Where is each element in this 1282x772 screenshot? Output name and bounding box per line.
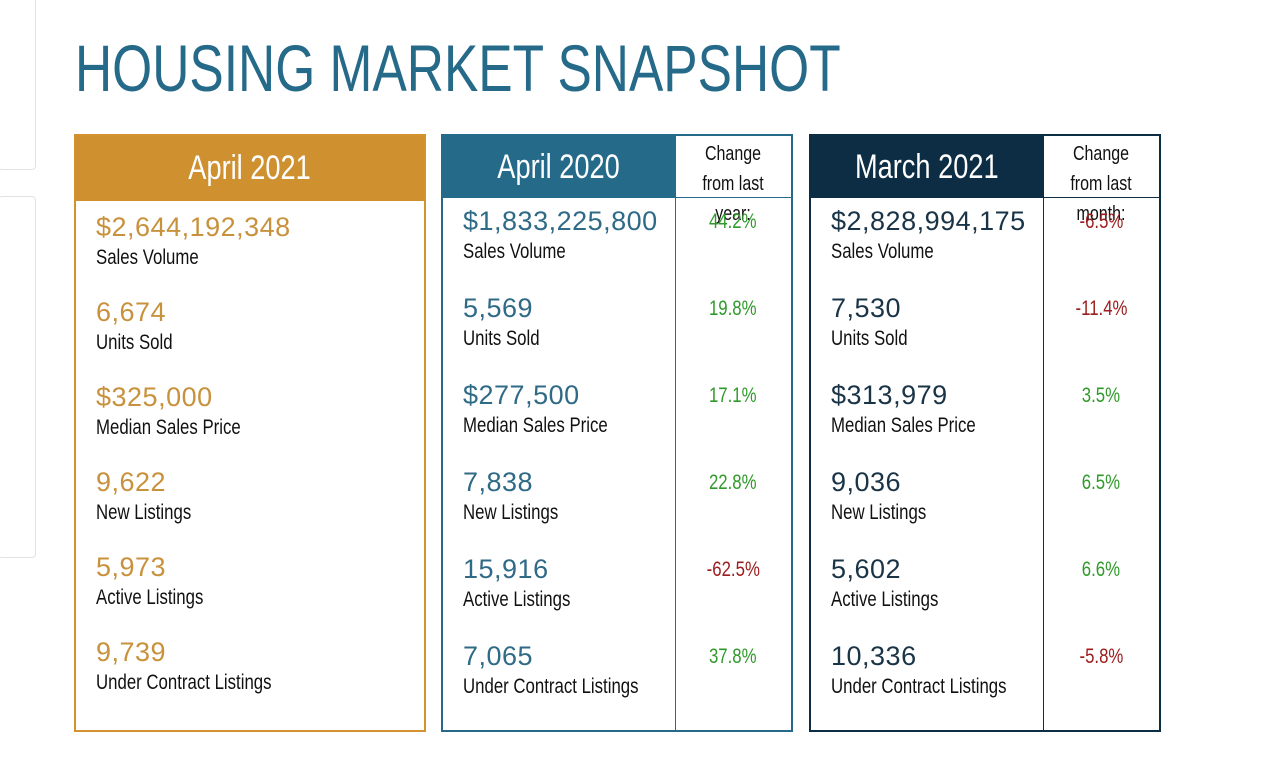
change-value-text: 3.5% — [1081, 384, 1121, 407]
panel-header-text: April 2021 — [188, 149, 312, 187]
metric-label-text: Under Contract Listings — [831, 675, 1007, 698]
change-value-text: -62.5% — [706, 558, 760, 581]
metric-label-text: Median Sales Price — [96, 416, 241, 439]
change-value: -5.8% — [1043, 645, 1159, 669]
metric-label-text: Units Sold — [831, 327, 908, 350]
change-value: 44.2% — [675, 210, 791, 234]
change-value-text: 17.1% — [709, 384, 757, 407]
change-value: 6.6% — [1043, 558, 1159, 582]
change-value: 22.8% — [675, 471, 791, 495]
metric-label-text: Under Contract Listings — [96, 671, 272, 694]
change-value: 17.1% — [675, 384, 791, 408]
page-title: HOUSING MARKET SNAPSHOT — [75, 31, 841, 105]
change-value-text: 6.5% — [1081, 471, 1121, 494]
metric-label: Active Listings — [463, 588, 597, 612]
panel-header-text: April 2020 — [497, 147, 621, 186]
change-value: -11.4% — [1043, 297, 1159, 321]
change-value: 6.5% — [1043, 471, 1159, 495]
metric-value: $2,644,192,348 — [96, 212, 291, 242]
metric-value: 6,674 — [96, 297, 167, 327]
change-value: 19.8% — [675, 297, 791, 321]
change-value-text: -11.4% — [1074, 297, 1127, 320]
panel: March 2021 Change from last month: $2,828,… — [809, 134, 1161, 732]
change-value-text: 6.6% — [1081, 558, 1121, 581]
metric-label: New Listings — [831, 501, 950, 525]
change-header-text: Change from last year: — [702, 143, 764, 225]
change-value: 3.5% — [1043, 384, 1159, 408]
metric-label: Median Sales Price — [831, 414, 1012, 438]
change-value: -62.5% — [675, 558, 791, 582]
metric-value: 5,973 — [96, 552, 167, 582]
metric-label: Units Sold — [463, 327, 559, 351]
metric-label-text: Sales Volume — [831, 240, 934, 263]
metric-label-text: Active Listings — [831, 588, 939, 611]
panel-header: April 2020 — [443, 136, 675, 198]
panel-header-text: March 2021 — [855, 147, 999, 186]
change-value-text: 44.2% — [709, 210, 757, 233]
metric-label: Units Sold — [831, 327, 927, 351]
panel: April 2021 $2,644,192,348 Sales Volume 6,67… — [74, 134, 426, 732]
metric-label-text: Units Sold — [463, 327, 540, 350]
metric-label: Sales Volume — [831, 240, 959, 264]
change-value-text: 22.8% — [709, 471, 757, 494]
change-header: Change from last year: — [683, 139, 783, 229]
metric-value: 9,036 — [831, 467, 902, 497]
metric-value: 7,838 — [463, 467, 534, 497]
metric-label-text: Sales Volume — [463, 240, 566, 263]
metric-value: 15,916 — [463, 554, 549, 584]
panel-header: April 2021 — [76, 136, 424, 201]
metric-label: Active Listings — [831, 588, 965, 612]
metric-label: Median Sales Price — [463, 414, 644, 438]
metric-value: $2,828,994,175 — [831, 206, 1026, 236]
metric-value: 9,739 — [96, 637, 167, 667]
metric-label: New Listings — [463, 501, 582, 525]
metric-value: 10,336 — [831, 641, 917, 671]
panel-header: March 2021 — [811, 136, 1043, 198]
change-header-text: Change from last month: — [1070, 143, 1132, 225]
metric-label-text: New Listings — [463, 501, 559, 524]
metric-label: Sales Volume — [463, 240, 591, 264]
side-card — [0, 196, 36, 558]
change-value-text: 19.8% — [709, 297, 757, 320]
metric-label: Under Contract Listings — [96, 671, 315, 695]
metric-value: 5,569 — [463, 293, 534, 323]
change-value: -6.5% — [1043, 210, 1159, 234]
metric-label-text: Under Contract Listings — [463, 675, 639, 698]
metric-label-text: Median Sales Price — [831, 414, 976, 437]
metric-label-text: Active Listings — [463, 588, 571, 611]
metric-value: 7,065 — [463, 641, 534, 671]
metric-label-text: Median Sales Price — [463, 414, 608, 437]
metric-label-text: Sales Volume — [96, 246, 199, 269]
change-value-text: -6.5% — [1079, 210, 1123, 233]
panel: April 2020 Change from last year: $1,833,2… — [441, 134, 793, 732]
metric-label-text: New Listings — [96, 501, 192, 524]
metric-value: $313,979 — [831, 380, 948, 410]
change-value-text: 37.8% — [709, 645, 757, 668]
metric-label-text: New Listings — [831, 501, 927, 524]
metric-label: Sales Volume — [96, 246, 224, 270]
change-value: 37.8% — [675, 645, 791, 669]
metric-label: Under Contract Listings — [463, 675, 682, 699]
column-divider — [1043, 136, 1044, 730]
metric-label: Under Contract Listings — [831, 675, 1050, 699]
metric-value: $1,833,225,800 — [463, 206, 658, 236]
metric-label: Active Listings — [96, 586, 230, 610]
metric-label: New Listings — [96, 501, 215, 525]
change-header: Change from last month: — [1051, 139, 1151, 229]
metric-label-text: Active Listings — [96, 586, 204, 609]
metric-label-text: Units Sold — [96, 331, 173, 354]
metric-label: Median Sales Price — [96, 416, 277, 440]
header-rule — [1043, 197, 1159, 198]
metric-value: $325,000 — [96, 382, 213, 412]
metric-value: 9,622 — [96, 467, 167, 497]
side-card — [0, 0, 36, 170]
metric-value: 7,530 — [831, 293, 902, 323]
header-rule — [675, 197, 791, 198]
column-divider — [675, 136, 676, 730]
metric-value: $277,500 — [463, 380, 580, 410]
metric-label: Units Sold — [96, 331, 192, 355]
change-value-text: -5.8% — [1079, 645, 1123, 668]
metric-value: 5,602 — [831, 554, 902, 584]
